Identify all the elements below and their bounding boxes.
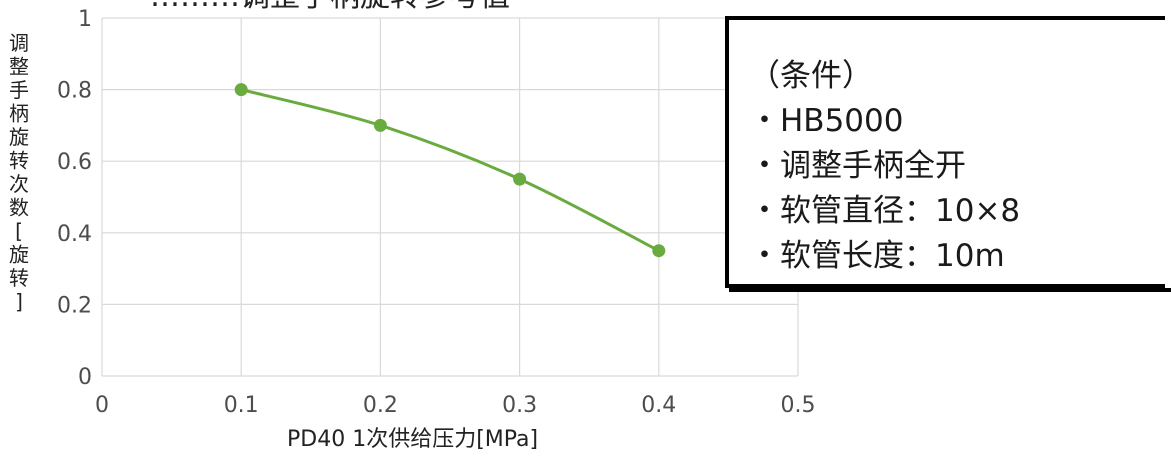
y-tick-label: 0.2 xyxy=(57,293,92,318)
data-point xyxy=(373,118,387,132)
y-axis-label-char: 旋 xyxy=(9,243,29,267)
conditions-box-bottom-rule xyxy=(729,288,1171,292)
y-tick-label: 0.8 xyxy=(57,79,92,104)
y-axis-label-char: 手 xyxy=(9,78,29,102)
conditions-box: （条件） ・HB5000 ・调整手柄全开 ・软管直径：10×8 ・软管长度：10… xyxy=(725,16,1165,288)
condition-item: ・软管长度：10m xyxy=(749,238,1005,274)
y-tick-label: 1 xyxy=(78,7,92,32)
condition-item: ・HB5000 xyxy=(749,103,904,139)
x-tick-label: 0.3 xyxy=(502,393,537,418)
y-axis-label-char: 旋 xyxy=(9,125,29,149)
y-tick-label: 0.4 xyxy=(57,222,92,247)
series-layer xyxy=(234,83,666,258)
x-axis-label: PD40 1次供给压力[MPa] xyxy=(287,427,538,452)
y-tick-label: 0.6 xyxy=(57,150,92,175)
data-point xyxy=(234,83,248,97)
x-tick-label: 0.1 xyxy=(224,393,259,418)
x-tick-label: 0.5 xyxy=(781,393,816,418)
x-tick-label: 0.2 xyxy=(363,393,398,418)
y-tick-labels: 0 0.2 0.4 0.6 0.8 1 xyxy=(57,7,92,390)
y-axis-label-char: 次 xyxy=(9,172,29,196)
conditions-header: （条件） xyxy=(749,58,873,94)
data-point xyxy=(652,244,666,258)
x-tick-label: 0 xyxy=(95,393,109,418)
y-axis-label-char: [ xyxy=(15,219,23,243)
data-point xyxy=(513,172,527,186)
y-axis-label-char: 调 xyxy=(9,31,29,55)
y-axis-label-char: 整 xyxy=(9,55,29,79)
y-axis-label-char: 转 xyxy=(9,149,29,173)
chart-title: ………调整手柄旋转参考值 xyxy=(150,0,510,14)
grid-lines xyxy=(101,17,799,377)
y-axis-label: 调整手柄旋转次数[旋转] xyxy=(9,31,29,314)
x-tick-labels: 0 0.1 0.2 0.3 0.4 0.5 xyxy=(95,393,816,418)
condition-item: ・调整手柄全开 xyxy=(749,148,966,184)
y-axis-label-char: 转 xyxy=(9,266,29,290)
condition-item: ・软管直径：10×8 xyxy=(749,193,1021,229)
series-line xyxy=(240,88,660,253)
y-axis-label-char: ] xyxy=(15,290,23,314)
y-axis-label-char: 数 xyxy=(9,196,29,220)
y-tick-label: 0 xyxy=(78,365,92,390)
x-tick-label: 0.4 xyxy=(641,393,676,418)
y-axis-label-char: 柄 xyxy=(9,102,29,126)
